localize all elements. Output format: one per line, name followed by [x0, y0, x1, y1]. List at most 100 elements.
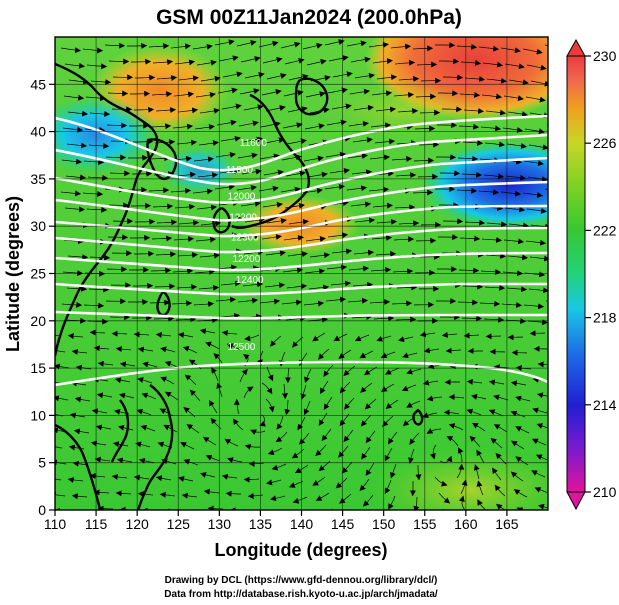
wind-arrow [446, 436, 459, 447]
y-tick-label: 10 [30, 407, 46, 423]
wind-arrow [55, 347, 66, 354]
wind-arrow [219, 167, 240, 174]
wind-arrow [529, 330, 546, 337]
wind-arrow [439, 58, 460, 65]
wind-arrow [259, 298, 281, 305]
wind-arrow [243, 476, 260, 483]
contour-label: 12200 [229, 213, 257, 224]
wind-arrow [95, 424, 112, 431]
wind-arrow [83, 302, 105, 309]
wind-arrow [55, 446, 63, 449]
wind-arrow [238, 120, 259, 127]
wind-arrow [458, 267, 480, 274]
wind-arrow [186, 424, 200, 434]
wind-arrow [481, 236, 503, 243]
wind-arrow [71, 493, 88, 500]
credit-data: Data from http://database.rish.kyoto-u.a… [164, 589, 438, 600]
wind-arrow [218, 55, 239, 62]
wind-arrow [329, 167, 350, 174]
wind-arrow [330, 280, 352, 287]
wind-arrow [270, 495, 286, 502]
wind-arrow [485, 252, 507, 259]
wind-arrow [354, 217, 376, 224]
wind-arrow [180, 442, 195, 450]
wind-arrow [398, 75, 420, 82]
wind-arrow [457, 155, 479, 162]
wind-arrow [199, 328, 216, 335]
wind-arrow [484, 284, 506, 291]
wind-arrow [182, 346, 198, 354]
wind-arrow [323, 364, 334, 378]
wind-arrow [507, 111, 528, 118]
contour-label: 11800 [226, 165, 254, 176]
wind-arrow [270, 335, 282, 347]
wind-arrow [303, 300, 325, 307]
x-tick-label: 165 [495, 516, 519, 532]
wind-arrow [372, 202, 394, 209]
wind-arrow [362, 494, 374, 507]
wind-arrow [216, 382, 223, 398]
wind-arrow [192, 188, 214, 195]
wind-arrow [209, 399, 218, 414]
wind-arrow [302, 42, 323, 50]
wind-arrow [331, 248, 353, 255]
colorbar-max-arrow [566, 38, 586, 57]
wind-arrow [349, 88, 370, 95]
wind-arrow [291, 448, 305, 459]
wind-arrow [426, 395, 443, 402]
wind-arrow [177, 107, 199, 114]
wind-arrow [368, 186, 390, 193]
x-axis-ticks: 110 115 120 125 130 135 140 145 150 155 160 165 [44, 510, 519, 532]
wind-arrow [409, 432, 420, 446]
wind-arrow [119, 392, 135, 399]
wind-arrow [237, 152, 258, 159]
wind-arrow [286, 283, 308, 290]
wind-arrow [352, 137, 373, 143]
wind-arrow [116, 457, 133, 464]
wind-arrow [149, 155, 171, 162]
wind-arrow [240, 200, 261, 207]
wind-arrow [155, 251, 177, 258]
wind-arrow [343, 429, 354, 443]
wind-arrow [224, 438, 239, 447]
wind-arrow [415, 93, 437, 100]
wind-arrow [170, 187, 192, 194]
wind-arrow [198, 140, 219, 146]
wind-arrow [480, 268, 502, 275]
wind-arrow [107, 90, 129, 97]
wind-arrow [528, 144, 548, 151]
wind-arrow [493, 424, 508, 433]
wind-arrow [82, 47, 104, 54]
wind-arrow [500, 190, 522, 197]
wind-arrow [522, 48, 543, 55]
wind-arrow [304, 368, 312, 384]
x-tick-label: 155 [413, 516, 437, 532]
wind-arrow [525, 239, 547, 246]
wind-arrow [219, 312, 241, 319]
y-tick-label: 5 [38, 455, 46, 471]
island-east [412, 408, 424, 426]
wind-arrow [90, 79, 112, 86]
wind-arrow [159, 408, 174, 417]
wind-arrow [203, 488, 220, 495]
wind-arrow [538, 503, 548, 510]
wind-arrow [439, 455, 453, 463]
wind-arrow [196, 204, 218, 211]
wind-arrow [207, 505, 224, 510]
wind-arrow [536, 392, 548, 399]
wind-arrow [434, 476, 448, 487]
wind-arrow [338, 445, 349, 458]
wind-arrow [407, 448, 415, 464]
wind-arrow [359, 478, 370, 492]
wind-arrow [343, 365, 356, 377]
wind-arrow [265, 398, 275, 413]
wind-arrow [304, 123, 325, 130]
wind-arrow [173, 91, 195, 98]
wind-arrow [347, 297, 369, 304]
contour-line [55, 226, 548, 254]
wind-arrow [395, 172, 417, 179]
wind-arrow [87, 174, 109, 181]
indochina-coast [55, 423, 102, 510]
taiwan-coast [156, 290, 171, 317]
wind-arrow [515, 426, 530, 434]
